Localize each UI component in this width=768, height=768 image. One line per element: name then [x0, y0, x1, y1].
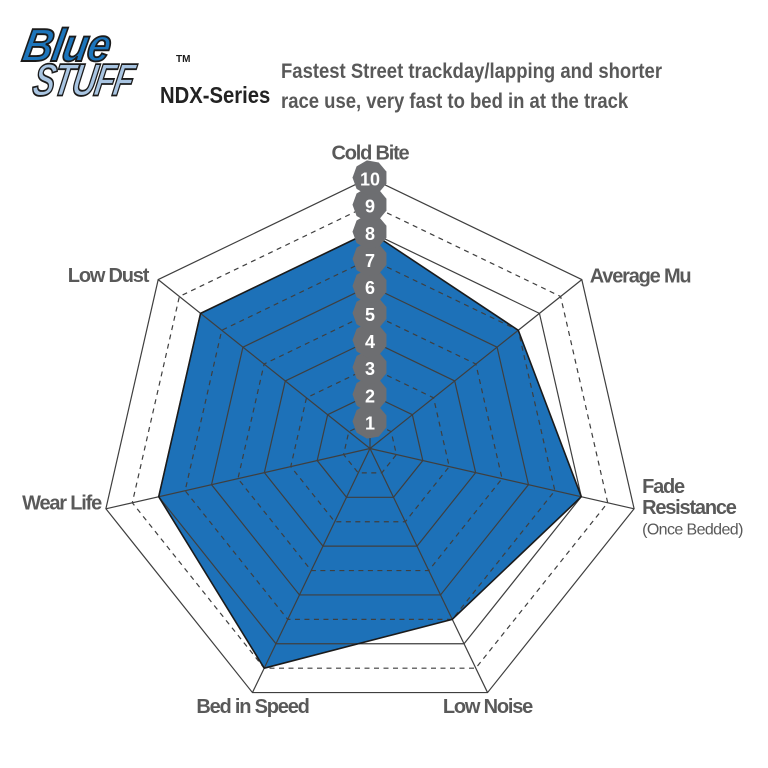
svg-text:7: 7 — [365, 251, 375, 271]
svg-text:8: 8 — [365, 224, 375, 244]
svg-text:1: 1 — [365, 413, 375, 433]
svg-text:Cold Bite: Cold Bite — [332, 143, 410, 165]
svg-text:6: 6 — [365, 278, 375, 298]
svg-text:Bed in Speed: Bed in Speed — [196, 696, 308, 718]
svg-text:4: 4 — [365, 332, 375, 352]
svg-text:Average Mu: Average Mu — [590, 265, 691, 287]
svg-text:Low Dust: Low Dust — [68, 265, 150, 287]
svg-text:2: 2 — [365, 386, 375, 406]
svg-text:Wear Life: Wear Life — [22, 493, 102, 515]
svg-text:10: 10 — [360, 170, 380, 190]
svg-text:Low Noise: Low Noise — [443, 696, 533, 718]
svg-text:3: 3 — [365, 359, 375, 379]
svg-text:5: 5 — [365, 305, 375, 325]
svg-text:9: 9 — [365, 197, 375, 217]
